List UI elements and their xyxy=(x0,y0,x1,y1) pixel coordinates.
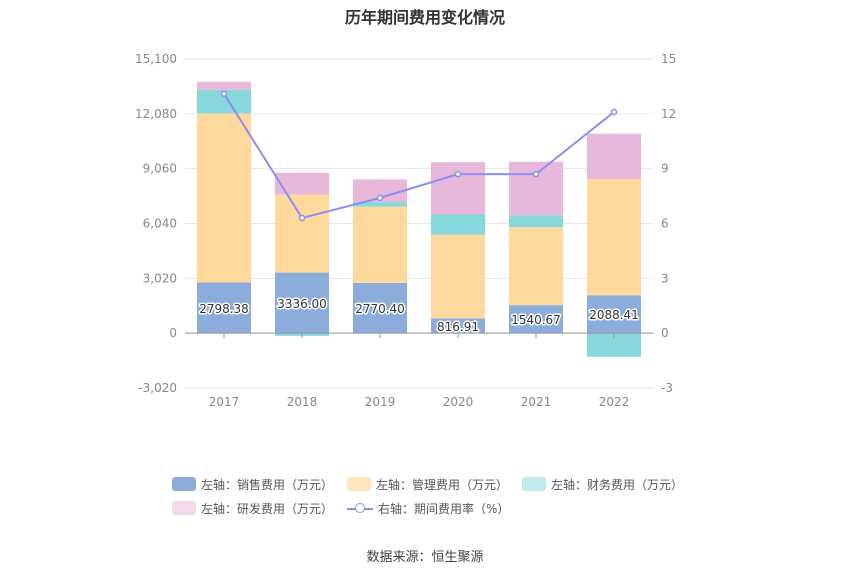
bar-segment xyxy=(431,162,485,214)
chart-legend: 左轴：销售费用（万元） 左轴：管理费用（万元） 左轴：财务费用（万元） 左轴：研… xyxy=(172,472,712,520)
y-left-tick-label: 6,040 xyxy=(143,217,177,231)
x-tick-label: 2021 xyxy=(521,395,552,409)
bar-segment xyxy=(197,282,251,334)
x-tick-label: 2018 xyxy=(287,395,318,409)
bar-segment xyxy=(353,206,407,283)
legend-item-admin[interactable]: 左轴：管理费用（万元） xyxy=(347,476,508,493)
bar-segment xyxy=(353,282,407,334)
bar-segment xyxy=(353,179,407,203)
expense-rate-point xyxy=(220,90,228,97)
legend-label-sales: 左轴：销售费用（万元） xyxy=(201,477,334,492)
bar-segment xyxy=(275,272,329,334)
bar-segment xyxy=(431,234,485,319)
x-tick-label: 2020 xyxy=(443,395,474,409)
y-right-tick-label: 6 xyxy=(661,217,669,231)
legend-label-admin: 左轴：管理费用（万元） xyxy=(376,477,509,492)
x-tick-label: 2022 xyxy=(599,395,630,409)
expense-rate-point xyxy=(376,194,384,202)
y-left-tick-label: 3,020 xyxy=(143,271,177,285)
legend-item-finance[interactable]: 左轴：财务费用（万元） xyxy=(522,476,683,493)
legend-item-expense-rate[interactable]: 右轴：期间费用率（%） xyxy=(347,500,509,517)
bar-segment xyxy=(587,295,641,334)
y-left-tick-label: 0 xyxy=(169,326,177,340)
bar-segment xyxy=(353,202,407,207)
expense-rate-line xyxy=(223,93,615,220)
legend-item-rnd[interactable]: 左轴：研发费用（万元） xyxy=(172,500,333,517)
y-left-tick-label: -3,020 xyxy=(138,381,177,395)
bar-segment xyxy=(587,333,641,357)
legend-swatch-finance xyxy=(522,477,547,491)
y-left-tick-label: 9,060 xyxy=(143,162,177,176)
x-tick-label: 2019 xyxy=(365,395,396,409)
expense-rate-point xyxy=(298,214,306,222)
bar-segment xyxy=(509,161,563,216)
bar-segment xyxy=(509,227,563,306)
bar-segment xyxy=(587,179,641,296)
y-right-tick-label: -3 xyxy=(661,381,673,395)
bar-segment xyxy=(197,113,251,283)
y-right-tick-label: 0 xyxy=(661,326,669,340)
y-right-tick-label: 15 xyxy=(661,52,676,66)
y-left-tick-label: 12,080 xyxy=(135,107,177,121)
bar-segment xyxy=(431,318,485,334)
data-label: 816.91 xyxy=(437,320,479,334)
expense-rate-point xyxy=(532,170,540,178)
bar-segment xyxy=(587,133,641,180)
y-right-tick-label: 3 xyxy=(661,271,669,285)
legend-swatch-rnd xyxy=(172,501,196,515)
expense-rate-point xyxy=(610,108,618,116)
data-label: 3336.00 xyxy=(277,297,327,311)
bar-segment xyxy=(431,213,485,235)
y-right-tick-label: 9 xyxy=(661,162,669,176)
bar-segment xyxy=(197,89,251,114)
legend-line-icon xyxy=(347,501,374,515)
chart-title: 历年期间费用变化情况 xyxy=(344,8,505,27)
expense-rate-point xyxy=(454,170,462,178)
legend-item-sales[interactable]: 左轴：销售费用（万元） xyxy=(172,476,333,493)
y-left-tick-label: 15,100 xyxy=(135,52,177,66)
legend-label-expense-rate: 右轴：期间费用率（%） xyxy=(378,501,510,516)
bar-segment xyxy=(197,81,251,90)
legend-swatch-admin xyxy=(347,477,372,491)
legend-swatch-sales xyxy=(172,477,196,491)
y-right-tick-label: 12 xyxy=(661,107,676,121)
data-label: 2770.40 xyxy=(355,302,405,316)
data-source-note: 数据来源：恒生聚源 xyxy=(366,550,484,565)
x-tick-label: 2017 xyxy=(209,395,240,409)
data-label: 1540.67 xyxy=(511,313,561,327)
data-label: 2798.38 xyxy=(199,302,249,316)
legend-label-finance: 左轴：财务费用（万元） xyxy=(551,477,684,492)
bar-segment xyxy=(275,172,329,195)
bar-segment xyxy=(509,305,563,334)
bar-segment xyxy=(275,194,329,273)
bar-segment xyxy=(509,215,563,228)
legend-label-rnd: 左轴：研发费用（万元） xyxy=(201,501,334,516)
data-label: 2088.41 xyxy=(589,308,639,322)
